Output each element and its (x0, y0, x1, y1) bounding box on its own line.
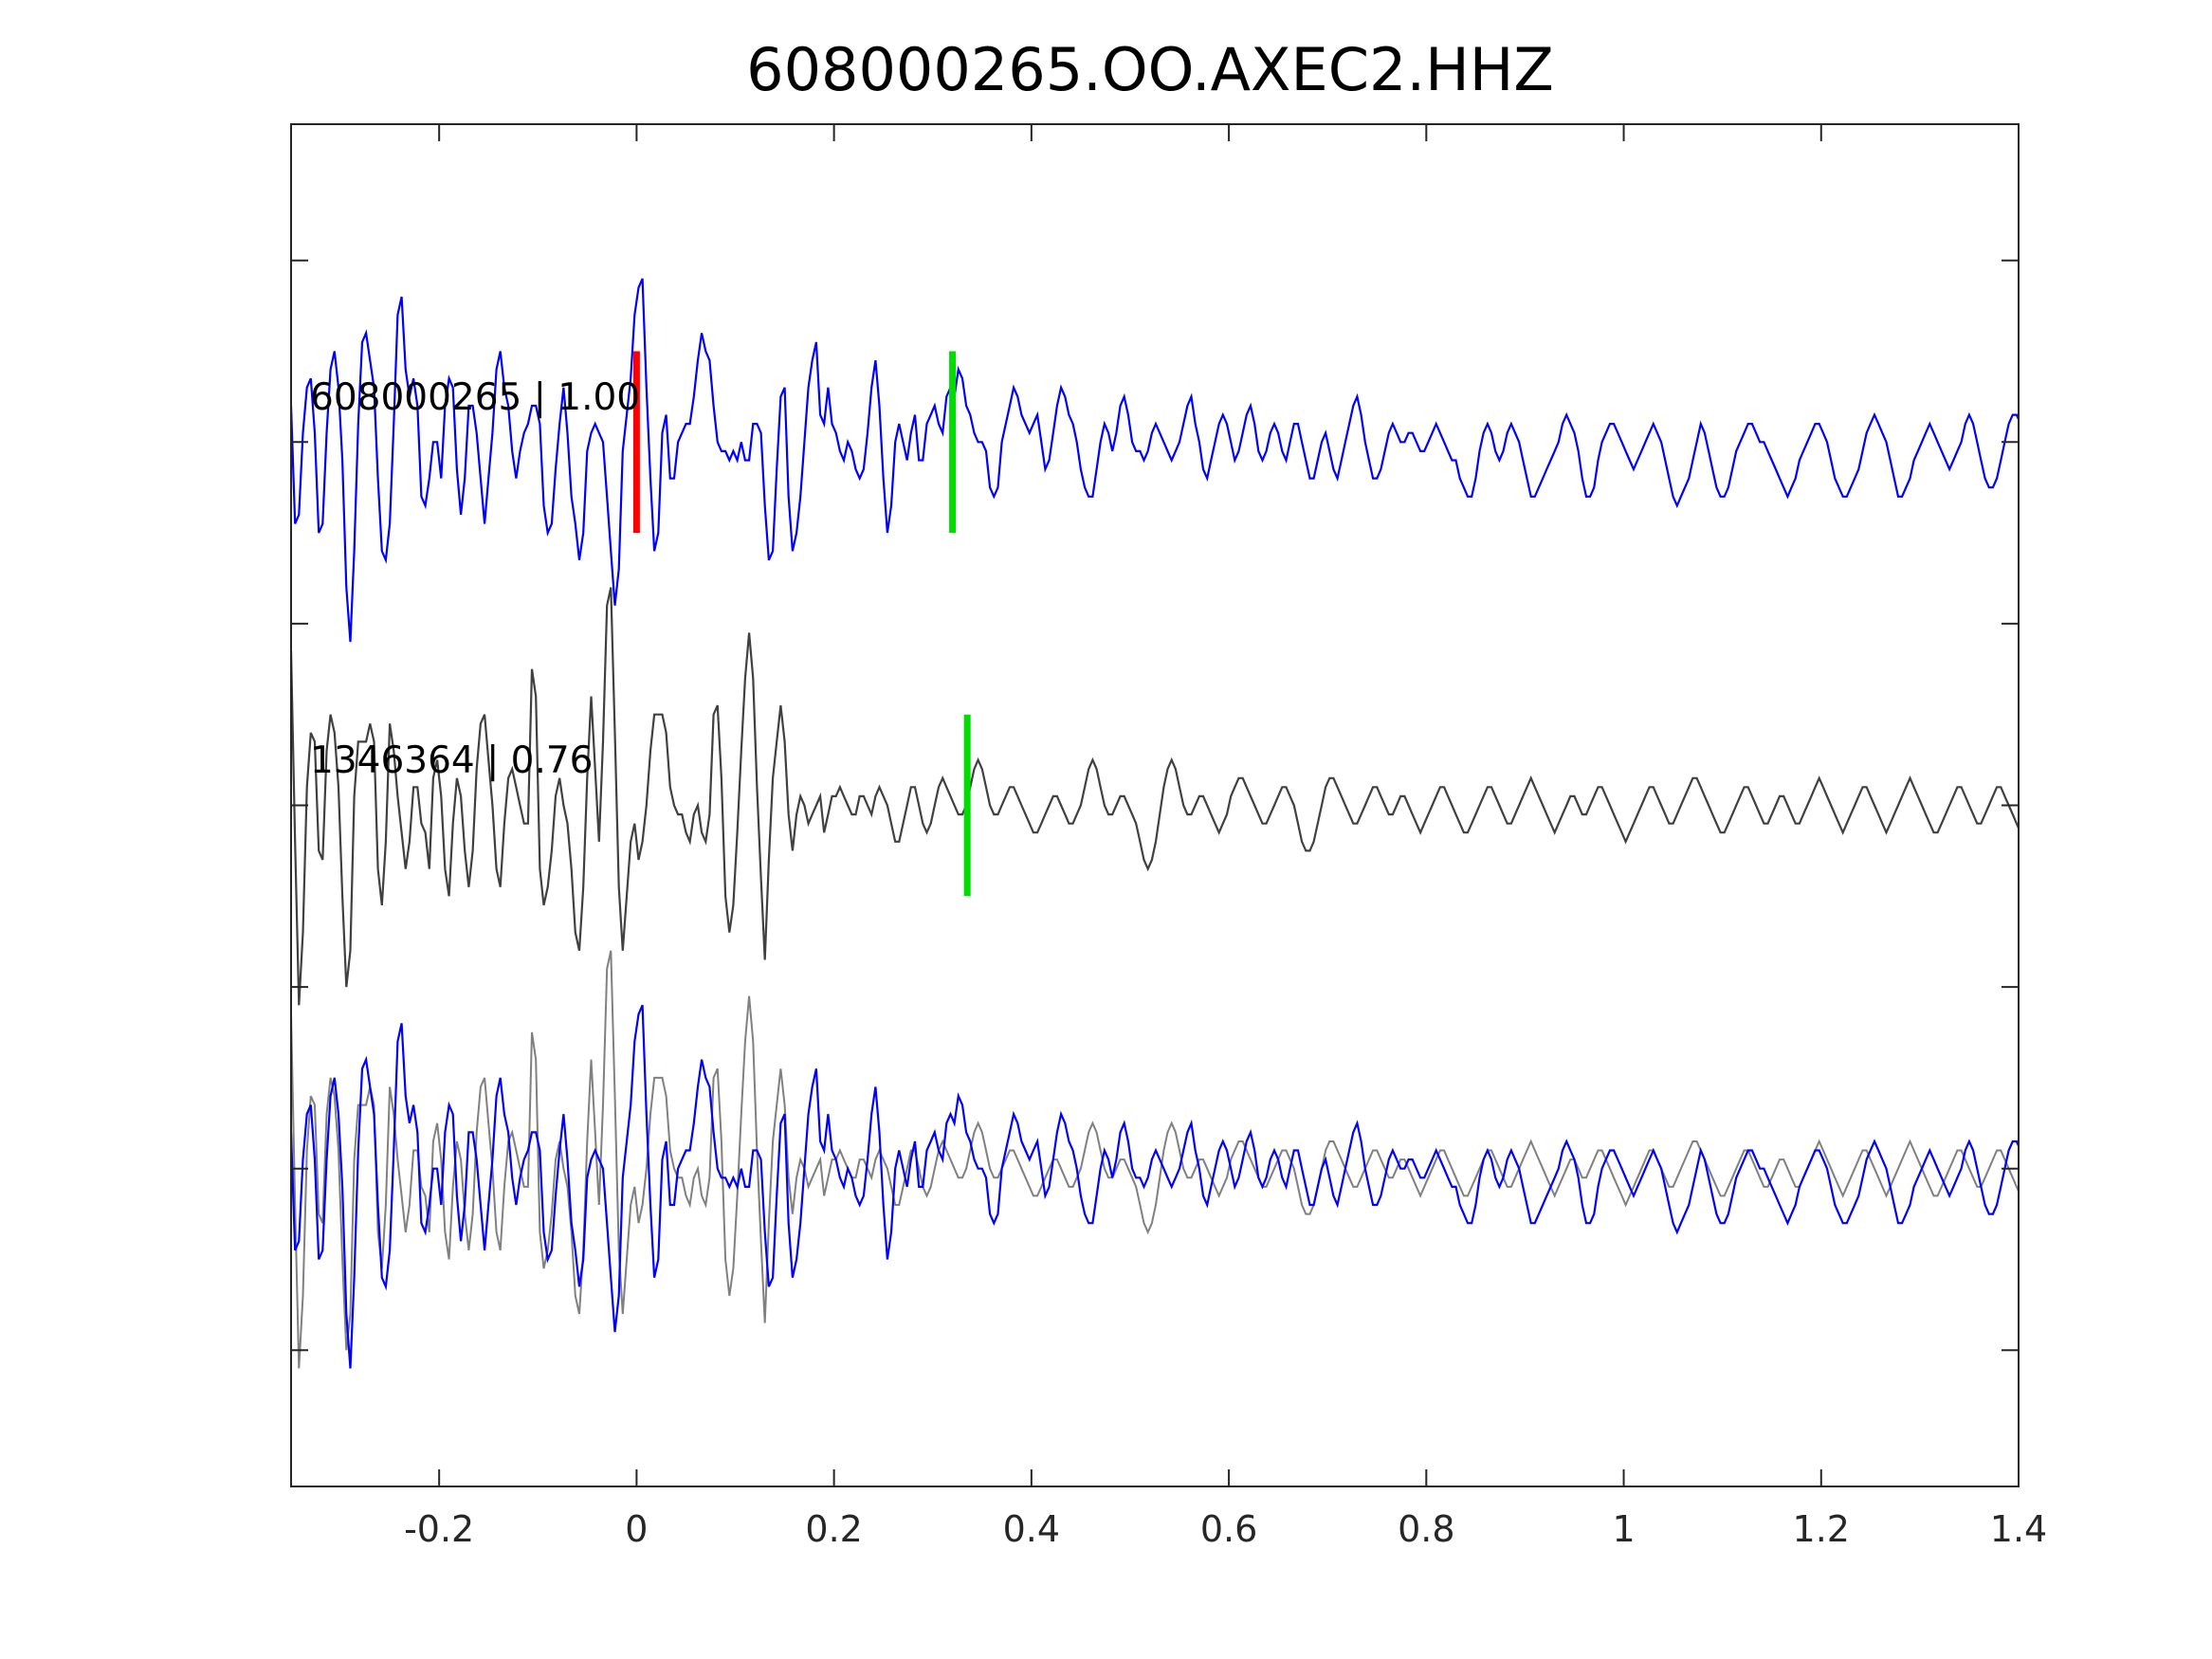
x-tick-label: 0.2 (805, 1508, 862, 1550)
x-tick-label: -0.2 (404, 1508, 474, 1550)
plot-area (291, 278, 2019, 1369)
x-tick-label: 1.4 (1990, 1508, 2047, 1550)
x-tick-label: 0.6 (1200, 1508, 1257, 1550)
axis-ticks: -0.2 0 0.2 0.4 0.6 0.8 1 1.2 1.4 (291, 124, 2047, 1550)
x-tick-label: 0.4 (1003, 1508, 1060, 1550)
x-tick-label: 1 (1612, 1508, 1635, 1550)
trace-main-line (291, 278, 2019, 643)
trace-match-line (291, 587, 2019, 1006)
x-tick-label: 0 (625, 1508, 648, 1550)
x-tick-label: 1.2 (1793, 1508, 1850, 1550)
trace-group (291, 278, 2019, 1369)
x-tick-label: 0.8 (1398, 1508, 1454, 1550)
overlay-match-line (291, 950, 2019, 1369)
trace-label-main: 608000265 | 1.00 (310, 376, 640, 419)
overlay-main-line (291, 1004, 2019, 1369)
chart-title: 608000265.OO.AXEC2.HHZ (746, 35, 1554, 104)
trace-label-match: 1346364 | 0.76 (310, 739, 593, 782)
